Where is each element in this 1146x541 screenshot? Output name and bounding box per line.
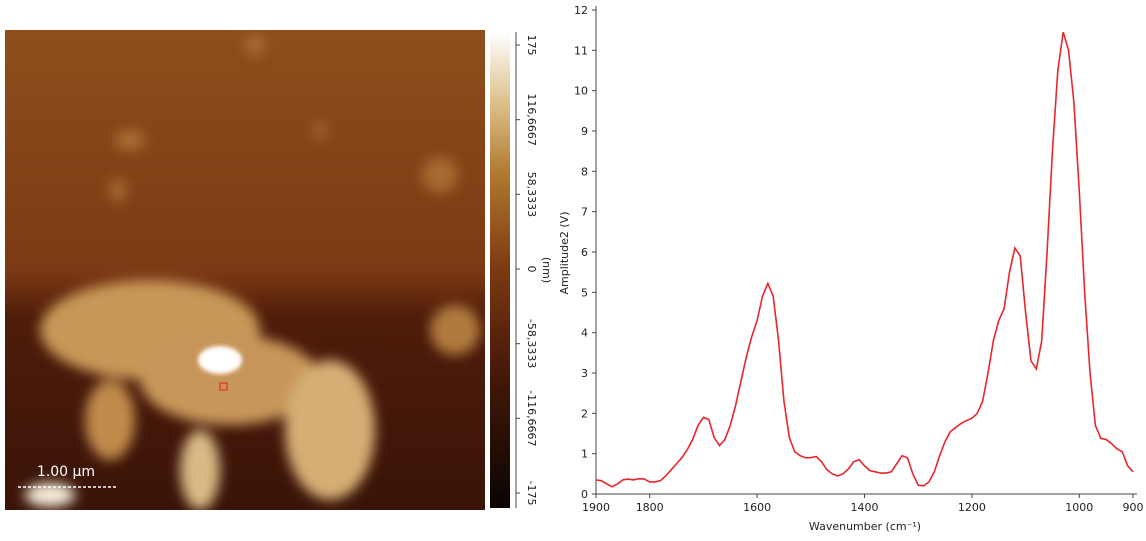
y-tick-label: 7 — [581, 206, 588, 219]
x-tick-label: 1900 — [582, 501, 610, 514]
colorbar-tick-label: 175 — [525, 35, 538, 56]
afm-image: 1.00 µm — [5, 30, 485, 510]
colorbar-tick-label: 58,3333 — [525, 172, 538, 218]
colorbar-tick-label: 0 — [525, 266, 538, 273]
x-tick-label: 1000 — [1065, 501, 1093, 514]
x-tick-label: 900 — [1123, 501, 1144, 514]
x-tick-label: 1800 — [636, 501, 664, 514]
y-tick-label: 11 — [574, 44, 588, 57]
x-axis-label: Wavenumber (cm⁻¹) — [809, 520, 921, 533]
x-tick-label: 1400 — [851, 501, 879, 514]
y-tick-label: 0 — [581, 488, 588, 501]
y-tick-label: 3 — [581, 367, 588, 380]
colorbar — [490, 32, 510, 508]
scale-bar-label: 1.00 µm — [37, 464, 95, 480]
y-tick-label: 12 — [574, 4, 588, 17]
y-tick-label: 10 — [574, 85, 588, 98]
colorbar-tick-label: 116,6667 — [525, 93, 538, 146]
x-tick-label: 1200 — [958, 501, 986, 514]
y-tick-label: 6 — [581, 246, 588, 259]
y-axis-label: Amplitude2 (V) — [558, 212, 571, 295]
colorbar-label: (nm) — [540, 257, 553, 283]
x-tick-label: 1600 — [743, 501, 771, 514]
colorbar-tick-label: -175 — [525, 481, 538, 506]
colorbar-tick-label: -116,6667 — [525, 390, 538, 446]
colorbar-tick-label: -58,3333 — [525, 319, 538, 368]
y-tick-label: 9 — [581, 125, 588, 138]
y-tick-label: 2 — [581, 407, 588, 420]
y-tick-label: 1 — [581, 448, 588, 461]
spectrum-line — [595, 31, 1134, 488]
y-tick-label: 5 — [581, 286, 588, 299]
y-tick-label: 4 — [581, 327, 588, 340]
y-tick-label: 8 — [581, 165, 588, 178]
